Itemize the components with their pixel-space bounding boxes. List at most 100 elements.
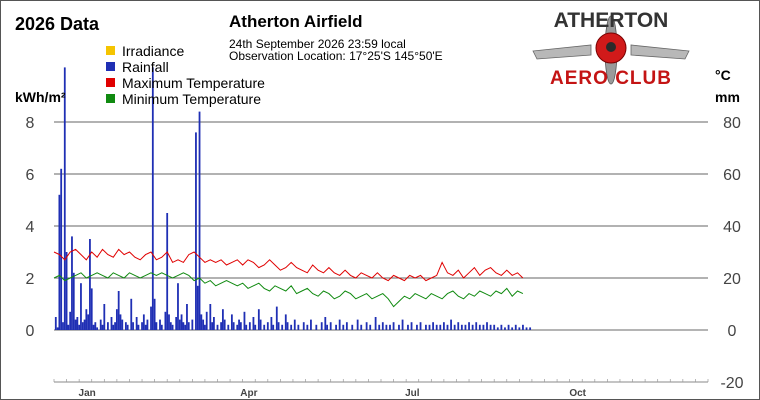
rainfall-bar: [529, 327, 532, 330]
rainfall-bar: [471, 324, 474, 330]
rainfall-bar: [252, 317, 255, 330]
rainfall-bar: [245, 324, 248, 330]
rainfall-bar: [221, 309, 224, 330]
rainfall-bar: [360, 324, 363, 330]
rainfall-bar: [196, 285, 199, 330]
rainfall-bar: [284, 314, 287, 330]
rainfall-bar: [213, 317, 215, 330]
rainfall-bar: [114, 322, 116, 330]
logo-text-atherton: ATHERTON: [554, 9, 669, 32]
rainfall-bar: [425, 324, 427, 330]
rainfall-bar: [124, 322, 127, 330]
series: [53, 67, 532, 331]
left-tick-label: 6: [26, 167, 35, 184]
rainfall-bar: [342, 324, 345, 330]
rainfall-bar: [407, 324, 409, 330]
rainfall-bar: [191, 319, 194, 330]
right-tick-label: 0: [728, 323, 737, 340]
rainfall-bar: [101, 324, 104, 330]
rainfall-bar: [522, 324, 524, 330]
rainfall-bar: [155, 322, 158, 330]
rainfall-bar: [227, 324, 230, 330]
rainfall-bar: [230, 314, 233, 330]
rainfall-bar: [504, 327, 506, 330]
rainfall-bar: [293, 319, 296, 330]
rainfall-bar: [153, 298, 156, 330]
rainfall-bar: [150, 306, 152, 330]
rainfall-bar: [223, 319, 226, 330]
rainfall-bar: [514, 324, 517, 330]
rainfall-bar: [374, 317, 377, 330]
rainfall-bar: [416, 324, 418, 330]
rainfall-bar: [205, 311, 208, 330]
legend-item: Maximum Temperature: [106, 76, 265, 90]
rainfall-bar: [209, 304, 212, 330]
rainfall-bar: [186, 304, 188, 330]
legend-swatch: [106, 78, 115, 87]
rainfall-bar: [135, 317, 138, 330]
rainfall-bar: [428, 324, 431, 330]
rainfall-bar: [266, 322, 269, 330]
rainfall-bar: [141, 322, 143, 330]
legend-label: Irradiance: [122, 43, 185, 59]
rainfall-bar: [200, 314, 203, 330]
rainfall-bar: [378, 324, 381, 330]
rainfall-bar: [464, 324, 467, 330]
left-tick-label: 2: [26, 271, 35, 288]
aero-club-logo: ATHERTON AERO CLUB: [532, 9, 690, 89]
rainfall-bar: [329, 322, 332, 330]
rainfall-bar: [178, 319, 181, 330]
rainfall-bar: [345, 322, 348, 330]
rainfall-bar: [146, 319, 149, 330]
rainfall-bar: [220, 322, 222, 330]
rainfall-bar: [435, 324, 438, 330]
rainfall-bar: [132, 322, 134, 330]
rainfall-bar: [107, 322, 109, 330]
observation-date: 24th September 2026 23:59 local: [229, 37, 406, 51]
rainfall-bar: [110, 317, 113, 330]
rainfall-bar: [99, 319, 102, 330]
rainfall-bar: [478, 324, 481, 330]
rainfall-bar: [320, 322, 323, 330]
right-axis-unit-temperature: °C: [715, 67, 731, 83]
rainfall-bar: [482, 324, 485, 330]
rainfall-bar: [442, 322, 445, 330]
logo-text-aero-club: AERO CLUB: [550, 68, 672, 89]
left-tick-label: 4: [26, 219, 35, 236]
rainfall-bar: [385, 324, 388, 330]
rainfall-bar: [171, 324, 174, 330]
rainfall-bar: [187, 322, 190, 330]
rainfall-bar: [275, 306, 278, 330]
rainfall-bar: [259, 319, 262, 330]
rainfall-bar: [507, 324, 510, 330]
rainfall-bar: [90, 288, 93, 330]
rainfall-bar: [119, 314, 122, 330]
rainfall-bar: [486, 322, 488, 330]
rainfall-bar: [356, 319, 359, 330]
rainfall-bar: [277, 322, 280, 330]
rainfall-bar: [243, 311, 246, 330]
logo-wing-right: [630, 44, 690, 60]
rainfall-bar: [281, 324, 284, 330]
rainfall-bar: [286, 322, 289, 330]
rainfall-bar: [326, 324, 328, 330]
rainfall-bar: [460, 324, 463, 330]
rainfall-bar: [335, 324, 337, 330]
left-axis-unit: kWh/m²: [15, 89, 66, 105]
maximum-temperature-line: [53, 248, 524, 282]
rainfall-bar: [72, 272, 75, 330]
rainfall-bar: [65, 252, 68, 330]
legend-swatch: [106, 46, 115, 55]
rainfall-bar: [254, 324, 257, 330]
rainfall-bar: [239, 322, 242, 330]
rainfall-bar: [270, 317, 273, 330]
rainfall-bar: [306, 324, 309, 330]
rainfall-bar: [142, 314, 145, 330]
rainfall-bar: [489, 324, 492, 330]
rainfall-bar: [468, 322, 470, 330]
rainfall-bar: [248, 322, 251, 330]
rainfall-bar: [202, 319, 205, 330]
rainfall-bar: [81, 322, 84, 330]
